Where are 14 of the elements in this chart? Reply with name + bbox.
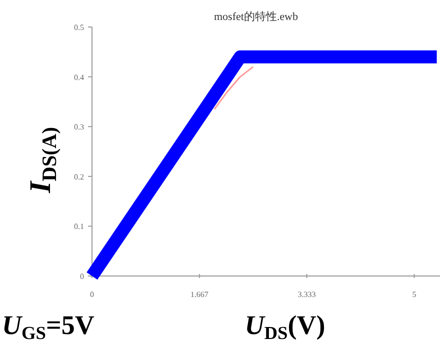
x-tick-label: 1.667 xyxy=(190,290,208,299)
x-axis-title: U$_{DS}$(V) xyxy=(244,310,326,344)
y-tick-label: 0.2 xyxy=(74,172,84,182)
y-tick-label: 0.1 xyxy=(74,222,84,232)
y-tick-label: 0.4 xyxy=(74,72,84,82)
text: U$_{GS}$=5V xyxy=(2,310,95,344)
x-tick-label: 0 xyxy=(90,290,94,299)
chart-title: mosfet的特性.ewb xyxy=(214,11,299,23)
line-series xyxy=(214,66,254,110)
x-tick-label: 5 xyxy=(412,290,416,299)
y-tick-label: 0.5 xyxy=(74,23,84,32)
x-tick-label: 3.333 xyxy=(298,290,316,299)
y-tick-label: 0 xyxy=(80,272,84,281)
y-tick-label: 0.3 xyxy=(74,122,84,132)
